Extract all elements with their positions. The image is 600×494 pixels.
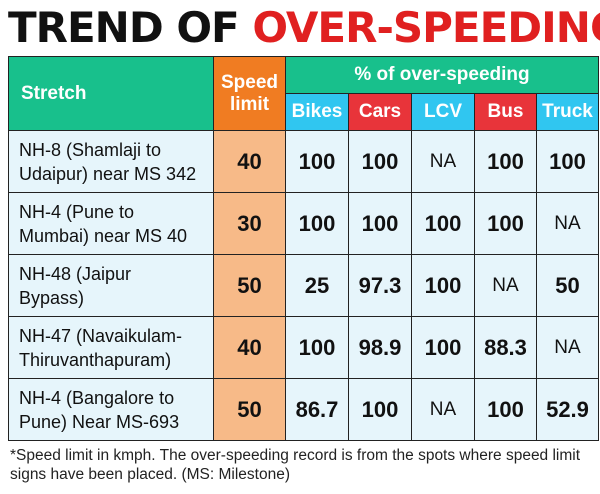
cell-speed-limit: 50 bbox=[213, 378, 286, 441]
table-row: NH-4 (Bangalore to Pune) Near MS-693 50 86.… bbox=[8, 378, 599, 441]
cell-lcv: NA bbox=[411, 378, 475, 441]
header-cars: Cars bbox=[348, 93, 412, 131]
table-row: NH-47 (Navaikulam- Thiruvanthapuram) 40 100… bbox=[8, 316, 599, 379]
cell-lcv: 100 bbox=[411, 316, 475, 379]
cell-stretch: NH-4 (Pune to Mumbai) near MS 40 bbox=[8, 192, 214, 255]
cell-bikes: 86.7 bbox=[285, 378, 349, 441]
title-part-2: OVER-SPEEDING bbox=[252, 3, 600, 52]
cell-bikes: 100 bbox=[285, 192, 349, 255]
cell-truck: NA bbox=[536, 316, 599, 379]
cell-bikes: 100 bbox=[285, 316, 349, 379]
cell-lcv: NA bbox=[411, 130, 475, 193]
cell-speed-limit: 40 bbox=[213, 130, 286, 193]
cell-speed-limit: 30 bbox=[213, 192, 286, 255]
header-bus: Bus bbox=[474, 93, 537, 131]
over-speeding-table: Stretch Speed limit % of over-speeding B… bbox=[8, 56, 599, 441]
header-speed-limit: Speed limit bbox=[213, 56, 286, 131]
cell-truck: 100 bbox=[536, 130, 599, 193]
header-speed-line2: limit bbox=[229, 93, 270, 115]
stretch-line2: Pune) Near MS-693 bbox=[19, 411, 180, 432]
stretch-line1: NH-47 (Navaikulam- bbox=[19, 325, 183, 346]
header-bikes: Bikes bbox=[285, 93, 349, 131]
cell-truck: NA bbox=[536, 192, 599, 255]
cell-bus: 88.3 bbox=[474, 316, 537, 379]
cell-bus: 100 bbox=[474, 130, 537, 193]
stretch-line2: Mumbai) near MS 40 bbox=[19, 225, 188, 246]
cell-cars: 100 bbox=[348, 130, 412, 193]
header-stretch: Stretch bbox=[8, 56, 214, 131]
cell-cars: 100 bbox=[348, 378, 412, 441]
table-row: NH-48 (Jaipur Bypass) 50 25 97.3 100 NA 50 bbox=[8, 254, 599, 317]
stretch-line1: NH-48 (Jaipur bbox=[19, 263, 132, 284]
header-lcv: LCV bbox=[411, 93, 475, 131]
stretch-line2: Udaipur) near MS 342 bbox=[19, 163, 197, 184]
cell-lcv: 100 bbox=[411, 192, 475, 255]
cell-cars: 100 bbox=[348, 192, 412, 255]
cell-truck: 52.9 bbox=[536, 378, 599, 441]
cell-stretch: NH-48 (Jaipur Bypass) bbox=[8, 254, 214, 317]
cell-truck: 50 bbox=[536, 254, 599, 317]
header-over-speeding-group: % of over-speeding bbox=[285, 56, 599, 94]
cell-cars: 97.3 bbox=[348, 254, 412, 317]
stretch-line2: Bypass) bbox=[19, 287, 85, 308]
cell-lcv: 100 bbox=[411, 254, 475, 317]
header-truck: Truck bbox=[536, 93, 599, 131]
table-row: NH-4 (Pune to Mumbai) near MS 40 30 100 100 1… bbox=[8, 192, 599, 255]
footnote: *Speed limit in kmph. The over-speeding … bbox=[10, 447, 581, 483]
cell-cars: 98.9 bbox=[348, 316, 412, 379]
cell-stretch: NH-4 (Bangalore to Pune) Near MS-693 bbox=[8, 378, 214, 441]
stretch-line1: NH-8 (Shamlaji to bbox=[19, 139, 162, 160]
cell-stretch: NH-8 (Shamlaji to Udaipur) near MS 342 bbox=[8, 130, 214, 193]
cell-bikes: 100 bbox=[285, 130, 349, 193]
cell-bikes: 25 bbox=[285, 254, 349, 317]
table-row: NH-8 (Shamlaji to Udaipur) near MS 342 40 1… bbox=[8, 130, 599, 193]
table-body: NH-8 (Shamlaji to Udaipur) near MS 342 40 1… bbox=[8, 130, 599, 441]
stretch-line1: NH-4 (Pune to bbox=[19, 201, 135, 222]
cell-bus: 100 bbox=[474, 192, 537, 255]
stretch-line2: Thiruvanthapuram) bbox=[19, 349, 172, 370]
title-part-1: TREND OF bbox=[8, 3, 253, 52]
cell-stretch: NH-47 (Navaikulam- Thiruvanthapuram) bbox=[8, 316, 214, 379]
cell-bus: 100 bbox=[474, 378, 537, 441]
stretch-line1: NH-4 (Bangalore to bbox=[19, 387, 175, 408]
cell-speed-limit: 40 bbox=[213, 316, 286, 379]
cell-bus: NA bbox=[474, 254, 537, 317]
chart-title: TREND OF OVER-SPEEDING bbox=[8, 2, 600, 54]
cell-speed-limit: 50 bbox=[213, 254, 286, 317]
header-speed-line1: Speed bbox=[220, 71, 279, 93]
